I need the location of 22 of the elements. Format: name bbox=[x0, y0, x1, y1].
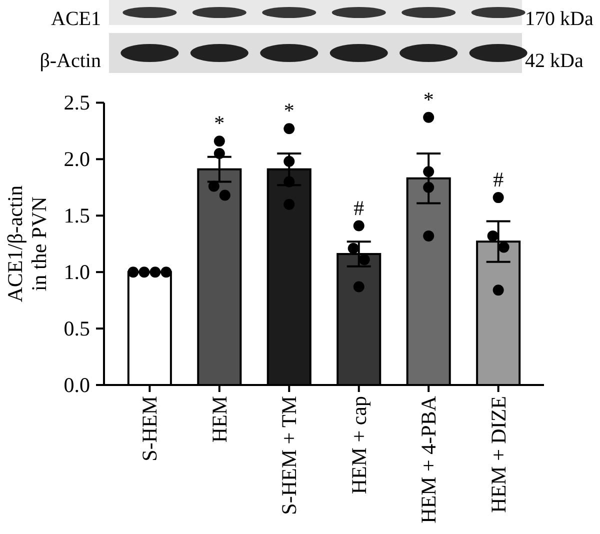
y-tick-label: 0.5 bbox=[64, 316, 90, 341]
x-tick-label: HEM + DIZE bbox=[486, 396, 510, 513]
y-tick-label: 0.0 bbox=[64, 373, 90, 397]
annotation: # bbox=[493, 168, 504, 192]
y-tick-label: 2.0 bbox=[64, 147, 90, 172]
text: ACE1 bbox=[51, 8, 101, 30]
annotation: * bbox=[214, 111, 225, 136]
y-axis-title: ACE1/β-actin in the PVN bbox=[3, 184, 51, 302]
y-tick-label: 1.0 bbox=[64, 260, 90, 284]
text: 42 kDa bbox=[525, 50, 584, 72]
annotation: # bbox=[354, 196, 365, 220]
x-tick-label: HEM + 4-PBA bbox=[416, 395, 441, 524]
y-tick-label: 1.5 bbox=[64, 204, 90, 228]
text: β-Actin bbox=[40, 50, 101, 72]
annotation: * bbox=[423, 87, 434, 112]
x-tick-label: S-HEM + TM bbox=[277, 396, 302, 515]
x-tick-label: S-HEM bbox=[138, 396, 162, 462]
y-tick-label: 2.5 bbox=[64, 90, 90, 115]
x-tick-label: HEM bbox=[207, 396, 232, 443]
text: 170 kDa bbox=[525, 8, 594, 30]
annotation: * bbox=[284, 98, 294, 123]
x-tick-label: HEM + cap bbox=[346, 396, 371, 494]
